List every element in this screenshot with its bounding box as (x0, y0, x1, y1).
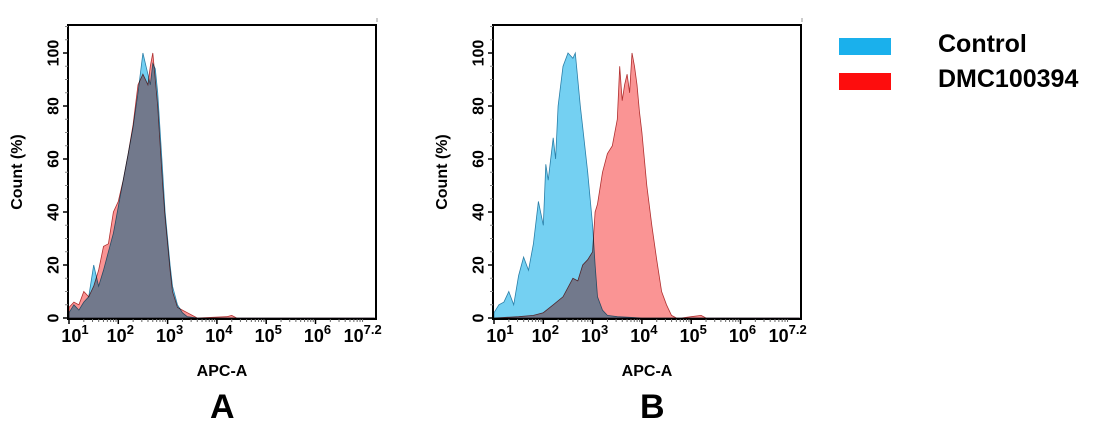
panel-label-b: B (640, 388, 665, 426)
x-tick-label: 102 (532, 322, 559, 346)
x-tick-label: 103 (156, 322, 183, 346)
y-axis-label: Count (%) (9, 134, 26, 210)
chart-panel-a: 0 20 40 60 80 100 101 102 103 104 105 106 107.2 APC-A… (0, 0, 430, 439)
legend-swatch-dmc100394 (839, 73, 891, 90)
y-axis-label: Count (%) (434, 134, 451, 210)
y-tick-label: 60 (471, 150, 488, 168)
legend-label-dmc100394: DMC100394 (938, 65, 1079, 93)
panel-label-a: A (210, 388, 235, 426)
x-tick-label: 106 (729, 322, 756, 346)
y-tick-label: 20 (471, 256, 488, 274)
x-tick-label: 101 (486, 322, 513, 346)
x-tick-label: 107.2 (769, 322, 807, 346)
x-axis-label: APC-A (622, 363, 673, 380)
legend-label-control: Control (938, 30, 1027, 58)
area-dmc100394 (68, 52, 375, 319)
y-tick-label: 20 (46, 256, 63, 274)
y-tick-label: 0 (471, 313, 488, 322)
y-tick-label: 40 (471, 203, 488, 221)
y-tick-label: 100 (46, 40, 63, 67)
legend-item-control: Control (839, 30, 1117, 60)
legend-swatch-control (839, 38, 891, 55)
x-tick-label: 103 (581, 322, 608, 346)
x-axis-label: APC-A (197, 363, 248, 380)
x-tick-label: 105 (680, 322, 707, 346)
y-tick-label: 100 (471, 40, 488, 67)
x-tick-label: 104 (630, 322, 658, 346)
legend-item-dmc100394: DMC100394 (839, 65, 1117, 95)
chart-panel-b: 0 20 40 60 80 100 101 102 103 104 105 106 107.2 APC-A… (434, 18, 807, 426)
y-tick-label: 80 (471, 97, 488, 115)
y-tick-label: 80 (46, 97, 63, 115)
y-tick-label: 0 (46, 313, 63, 322)
series-areas (68, 52, 375, 319)
y-tick-label: 40 (46, 203, 63, 221)
histogram-plot-b: 0 20 40 60 80 100 101 102 103 104 105 106 107.2 APC-A… (434, 18, 807, 380)
y-tick-label: 60 (46, 150, 63, 168)
series-areas (493, 51, 800, 319)
